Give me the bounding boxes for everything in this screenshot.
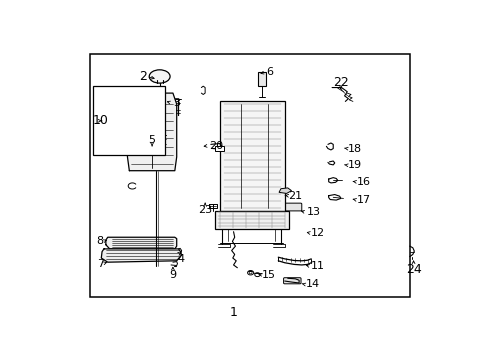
Bar bbox=[89, 54, 409, 297]
Bar bbox=[257, 72, 265, 86]
Text: 6: 6 bbox=[265, 67, 272, 77]
Text: 15: 15 bbox=[262, 270, 275, 280]
FancyBboxPatch shape bbox=[283, 278, 301, 284]
Polygon shape bbox=[105, 237, 176, 249]
Bar bbox=[214, 146, 224, 151]
Text: 21: 21 bbox=[288, 191, 302, 201]
Text: 10: 10 bbox=[92, 114, 108, 127]
Text: 19: 19 bbox=[347, 160, 362, 170]
Text: 9: 9 bbox=[169, 270, 176, 280]
Text: 17: 17 bbox=[356, 195, 370, 205]
Bar bbox=[93, 86, 165, 156]
Bar bbox=[214, 211, 288, 229]
Ellipse shape bbox=[149, 70, 170, 83]
Text: 16: 16 bbox=[356, 177, 370, 187]
Bar bbox=[220, 102, 284, 211]
FancyBboxPatch shape bbox=[283, 203, 301, 211]
Text: 23: 23 bbox=[198, 204, 212, 215]
Text: 3: 3 bbox=[173, 98, 180, 108]
Text: 2: 2 bbox=[139, 70, 146, 83]
Text: 11: 11 bbox=[311, 261, 325, 271]
Text: 12: 12 bbox=[311, 228, 325, 238]
Text: 14: 14 bbox=[305, 279, 319, 289]
Polygon shape bbox=[101, 249, 181, 262]
Text: 13: 13 bbox=[306, 207, 320, 217]
Text: 8: 8 bbox=[97, 237, 103, 246]
Polygon shape bbox=[279, 188, 291, 193]
Text: 1: 1 bbox=[229, 306, 237, 319]
Text: 22: 22 bbox=[332, 76, 348, 89]
Text: 7: 7 bbox=[97, 258, 103, 269]
Text: 18: 18 bbox=[347, 144, 362, 153]
Text: 5: 5 bbox=[148, 135, 155, 145]
Text: 4: 4 bbox=[177, 255, 183, 264]
Polygon shape bbox=[127, 93, 176, 171]
Text: 24: 24 bbox=[405, 262, 421, 276]
Text: 20: 20 bbox=[208, 141, 223, 151]
